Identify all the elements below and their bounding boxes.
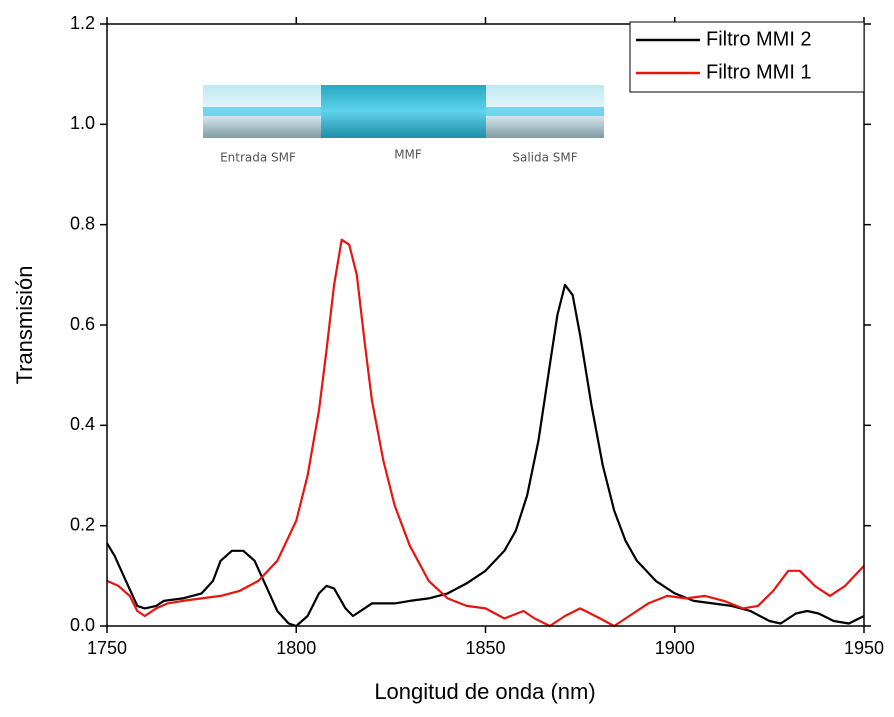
plot-frame	[106, 23, 865, 627]
y-axis-title: Transmisión	[12, 266, 37, 385]
series-line	[106, 283, 865, 628]
y-tick-label: 0.6	[70, 314, 95, 334]
y-tick-label: 0.0	[70, 615, 95, 635]
legend-label: Filtro MMI 2	[706, 28, 812, 50]
inset-label: Entrada SMF	[220, 151, 296, 165]
series-line	[106, 238, 865, 628]
inset-label: MMF	[394, 148, 422, 162]
x-tick-label: 1900	[655, 638, 695, 658]
x-tick-label: 1800	[276, 638, 316, 658]
y-tick-label: 0.8	[70, 213, 95, 233]
x-tick-label: 1950	[844, 638, 884, 658]
inset-diagram: Entrada SMF MMF Salida SMF	[203, 85, 604, 165]
inset-label: Salida SMF	[512, 151, 577, 165]
x-tick-label: 1750	[87, 638, 127, 658]
x-tick-label: 1850	[465, 638, 505, 658]
y-tick-label: 0.4	[70, 414, 95, 434]
y-tick-label: 1.0	[70, 113, 95, 133]
mmf	[321, 85, 486, 138]
x-axis-title: Longitud de onda (nm)	[374, 679, 595, 704]
legend-label: Filtro MMI 1	[706, 61, 812, 83]
y-tick-label: 0.2	[70, 514, 95, 534]
y-tick-label: 1.2	[70, 13, 95, 33]
legend-box	[629, 21, 865, 93]
